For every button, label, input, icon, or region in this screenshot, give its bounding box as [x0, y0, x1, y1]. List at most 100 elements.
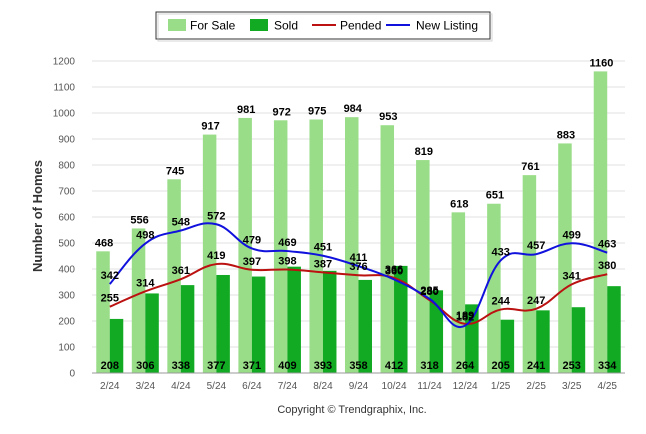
- bar-sold: [251, 276, 266, 373]
- y-tick-label: 800: [58, 161, 75, 172]
- data-label-for-sale: 981: [237, 104, 255, 116]
- data-label-new-listing: 342: [101, 270, 119, 282]
- line-new-listing: [109, 222, 608, 329]
- bar-for-sale: [380, 125, 395, 373]
- y-tick-label: 1100: [53, 83, 75, 94]
- bar-for-sale: [487, 203, 501, 373]
- legend-label: For Sale: [190, 19, 236, 33]
- x-tick-label: 11/24: [417, 381, 442, 392]
- data-label-pended: 314: [136, 277, 155, 289]
- legend-item-new-listing: New Listing: [386, 19, 478, 33]
- x-tick-label: 7/24: [278, 381, 298, 392]
- data-label-pended: 189: [456, 310, 474, 322]
- bar-for-sale: [451, 212, 466, 373]
- bars: [96, 71, 621, 374]
- data-label-pended: 341: [563, 270, 581, 282]
- data-label-new-listing: 451: [314, 242, 332, 254]
- data-label-sold: 241: [527, 360, 545, 372]
- data-label-sold: 318: [420, 360, 438, 372]
- data-label-pended: 255: [101, 293, 119, 305]
- bar-for-sale: [416, 160, 430, 373]
- data-label-pended: 280: [420, 286, 438, 298]
- data-label-for-sale: 984: [344, 103, 363, 115]
- data-label-sold: 358: [349, 360, 367, 372]
- copyright-text: Copyright © Trendgraphix, Inc.: [277, 404, 426, 416]
- y-tick-label: 500: [58, 239, 75, 250]
- bar-for-sale: [593, 71, 608, 374]
- y-tick-label: 900: [58, 135, 75, 146]
- data-label-new-listing: 411: [350, 252, 368, 264]
- x-tick-label: 5/24: [207, 381, 227, 392]
- y-tick-label: 1000: [53, 109, 76, 120]
- data-label-new-listing: 285: [420, 285, 438, 297]
- bar-for-sale: [202, 134, 217, 373]
- bar-sold: [180, 285, 195, 373]
- data-label-for-sale: 917: [201, 121, 219, 133]
- y-tick-label: 0: [69, 369, 75, 380]
- bar-sold: [571, 307, 586, 373]
- legend-swatch: [168, 19, 186, 31]
- data-label-sold: 412: [385, 360, 403, 372]
- data-label-for-sale: 1160: [590, 57, 614, 69]
- data-label-pended: 398: [278, 256, 296, 268]
- y-tick-label: 400: [58, 265, 75, 276]
- y-tick-label: 600: [58, 213, 75, 224]
- data-label-for-sale: 468: [95, 237, 113, 249]
- data-label-new-listing: 457: [527, 240, 545, 252]
- data-label-sold: 306: [136, 360, 154, 372]
- data-label-for-sale: 883: [557, 129, 575, 141]
- data-label-sold: 253: [563, 360, 581, 372]
- y-tick-label: 700: [58, 187, 75, 198]
- bar-for-sale: [309, 119, 323, 373]
- data-label-new-listing: 182: [456, 312, 474, 324]
- bar-sold: [287, 266, 301, 373]
- data-label-new-listing: 572: [207, 210, 225, 222]
- bar-sold: [536, 310, 550, 373]
- data-label-pended: 376: [349, 261, 367, 273]
- data-label-new-listing: 469: [278, 237, 296, 249]
- data-label-new-listing: 463: [598, 239, 616, 251]
- y-tick-label: 100: [58, 343, 75, 354]
- data-label-for-sale: 975: [308, 106, 326, 118]
- x-axis-ticks: 2/24 3/24 4/24 5/24 6/24 7/24 8/24 9/24 10/24 11/…: [100, 381, 617, 392]
- bar-sold: [394, 265, 408, 373]
- data-label-new-listing: 479: [243, 234, 261, 246]
- legend-item-for-sale: For Sale: [168, 19, 236, 33]
- bar-sold: [358, 279, 372, 373]
- legend-item-sold: Sold: [250, 19, 298, 33]
- bar-for-sale: [558, 143, 572, 373]
- data-label-for-sale: 953: [379, 111, 397, 123]
- data-label-new-listing: 499: [563, 229, 581, 241]
- data-label-new-listing: 360: [385, 265, 403, 277]
- y-tick-label: 1200: [53, 57, 76, 68]
- data-label-sold: 377: [207, 360, 225, 372]
- bar-sold: [145, 293, 159, 373]
- data-label-sold: 334: [598, 360, 617, 372]
- bar-sold: [109, 318, 124, 373]
- data-label-pended: 366: [385, 264, 403, 276]
- legend-swatch: [250, 19, 268, 31]
- bar-sold: [465, 304, 479, 373]
- x-tick-label: 4/25: [597, 381, 617, 392]
- bar-sold: [429, 290, 444, 373]
- lines: [109, 222, 608, 329]
- data-label-pended: 380: [598, 260, 616, 272]
- legend-label: New Listing: [416, 19, 478, 33]
- bar-for-sale: [345, 117, 359, 373]
- data-labels: 468 208 556 306 745 338 917 377 981 371 972 409 975 3…: [95, 57, 617, 372]
- data-label-new-listing: 433: [491, 246, 509, 258]
- bar-for-sale: [131, 228, 146, 373]
- y-axis-title: Number of Homes: [30, 160, 45, 272]
- data-label-new-listing: 548: [172, 217, 190, 229]
- x-tick-label: 8/24: [313, 381, 333, 392]
- x-tick-label: 4/24: [171, 381, 191, 392]
- data-label-pended: 419: [207, 250, 225, 262]
- data-label-for-sale: 761: [521, 161, 539, 173]
- x-tick-label: 9/24: [349, 381, 369, 392]
- bar-sold: [500, 319, 515, 373]
- x-tick-label: 12/24: [453, 381, 478, 392]
- x-tick-label: 1/25: [491, 381, 511, 392]
- x-tick-label: 2/24: [100, 381, 120, 392]
- legend: For Sale Sold Pended New Listing: [155, 11, 493, 42]
